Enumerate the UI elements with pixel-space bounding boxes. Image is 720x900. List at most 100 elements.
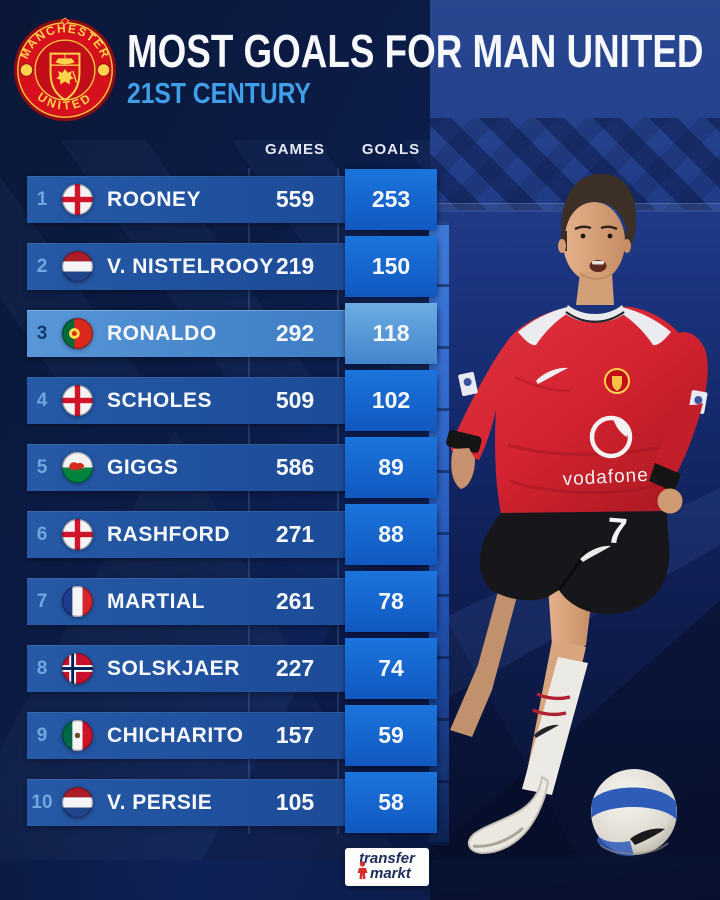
ear-right — [623, 239, 631, 253]
transfermarkt-player-icon — [356, 861, 369, 884]
goals-value-box: 118 — [345, 303, 437, 364]
sleeve-badge-left-icon — [458, 371, 478, 397]
shorts — [479, 511, 670, 615]
flag-icon-england — [62, 385, 93, 416]
column-header-goals: GOALS — [361, 141, 421, 158]
crest-trident-icon — [72, 70, 78, 83]
eye-right — [607, 233, 613, 239]
player-name: ROONEY — [107, 188, 202, 211]
table-row-rashford: 6 RASHFORD 271 88 — [27, 504, 437, 565]
flag-icon-portugal — [62, 318, 93, 349]
column-divider-2 — [337, 168, 339, 834]
cristiano-ronaldo-photo: 7 — [420, 145, 720, 900]
goals-value: 118 — [372, 320, 410, 346]
table-row-vpersie: 10 V. PERSIE 105 58 — [27, 772, 437, 833]
table-row-ronaldo: 3 RONALDO 292 118 — [27, 303, 437, 364]
rank-label: 3 — [36, 323, 48, 344]
eyebrow-right — [600, 225, 618, 231]
flag-icon-mexico — [62, 720, 93, 751]
ear-left — [558, 239, 566, 253]
games-value: 559 — [275, 186, 315, 212]
games-value: 509 — [275, 387, 315, 413]
goals-value-box: 102 — [345, 370, 437, 431]
flag-icon-england — [62, 519, 93, 550]
crest-devil-icon — [56, 69, 74, 85]
manchester-united-crest: MANCHESTER UNITED — [12, 17, 118, 128]
column-header-games: GAMES — [264, 141, 325, 158]
flag-icon-france — [62, 586, 93, 617]
goals-value: 58 — [378, 789, 404, 815]
rank-label: 2 — [36, 256, 48, 277]
table-row-scholes: 4 SCHOLES 509 102 — [27, 370, 437, 431]
flag-icon-netherlands — [62, 787, 93, 818]
games-value: 105 — [275, 789, 315, 815]
sponsor-logo-icon — [589, 415, 633, 459]
hand-left — [451, 448, 475, 489]
flag-icon-england — [62, 184, 93, 215]
rank-label: 7 — [36, 591, 48, 612]
hair — [561, 173, 637, 244]
games-value: 219 — [275, 253, 315, 279]
goals-value-box: 78 — [345, 571, 437, 632]
transfermarkt-wordmark-bottom: markt — [370, 865, 411, 882]
games-value: 586 — [275, 454, 315, 480]
sock-stripe-2 — [532, 708, 567, 717]
transfermarkt-wordmark-top: transfer — [359, 850, 415, 867]
crest-ship-icon — [55, 58, 75, 65]
football-swoosh-icon — [630, 828, 665, 845]
column-divider-1 — [248, 168, 250, 834]
hand-right — [657, 488, 683, 514]
boot-sole — [472, 826, 525, 848]
cuff-right — [649, 463, 681, 492]
goals-value-box: 74 — [345, 638, 437, 699]
goals-value: 59 — [378, 722, 404, 748]
sock-swoosh-icon — [534, 724, 559, 738]
goals-value-box: 150 — [345, 236, 437, 297]
player-name: V. PERSIE — [107, 791, 213, 814]
forearm-right — [653, 401, 703, 473]
games-value: 261 — [275, 588, 315, 614]
jersey — [451, 306, 708, 513]
rank-label: 1 — [36, 189, 48, 210]
flag-icon-netherlands — [62, 251, 93, 282]
page-title: MOST GOALS FOR MAN UNITED — [127, 25, 704, 77]
page-subtitle: 21ST CENTURY — [127, 78, 311, 110]
rank-label: 10 — [31, 792, 53, 813]
player-name: V. NISTELROOY — [107, 255, 274, 278]
shorts-swoosh-icon — [580, 545, 611, 562]
rank-label: 8 — [36, 658, 48, 679]
eye-left — [580, 233, 586, 239]
crest-football-right — [96, 63, 111, 77]
table-row-martial: 7 MARTIAL 261 78 — [27, 571, 437, 632]
games-value: 292 — [275, 320, 315, 346]
games-value: 227 — [275, 655, 315, 681]
flag-icon-norway — [62, 653, 93, 684]
table-row-nistelrooy: 2 V. NISTELROOY 219 150 — [27, 236, 437, 297]
games-value: 271 — [275, 521, 315, 547]
sponsor-wordmark: vodafone — [562, 465, 649, 490]
table-row-chicharito: 9 CHICHARITO 157 59 — [27, 705, 437, 766]
goals-value-box: 89 — [345, 437, 437, 498]
goals-value-box: 59 — [345, 705, 437, 766]
player-name: MARTIAL — [107, 590, 205, 613]
goals-value: 150 — [371, 253, 411, 279]
crest-top-ornament — [60, 17, 70, 26]
goals-value-box: 58 — [345, 772, 437, 833]
table-row-giggs: 5 GIGGS 586 89 — [27, 437, 437, 498]
goals-value-box: 88 — [345, 504, 437, 565]
face — [563, 202, 625, 282]
player-name: RONALDO — [107, 322, 217, 345]
flag-icon-wales — [62, 452, 93, 483]
shorts-number: 7 — [605, 509, 629, 552]
crest-football-left — [19, 63, 34, 77]
goals-value: 89 — [378, 454, 404, 480]
football-blue-band — [591, 787, 677, 820]
eyebrow-left — [574, 225, 592, 231]
goals-value-box: 253 — [345, 169, 437, 230]
rank-label: 9 — [36, 725, 48, 746]
boot — [467, 775, 550, 855]
table-row-rooney: 1 ROONEY 559 253 — [27, 169, 437, 230]
rank-label: 6 — [36, 524, 48, 545]
